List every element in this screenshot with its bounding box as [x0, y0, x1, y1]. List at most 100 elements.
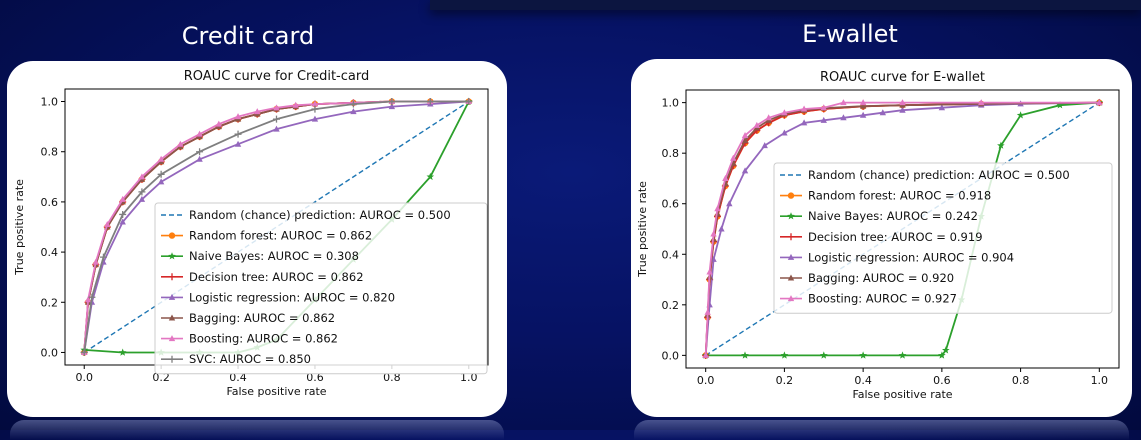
- legend-entry: Random forest: AUROC = 0.862: [161, 229, 372, 243]
- y-tick-label: 1.0: [662, 97, 680, 110]
- series-point: [118, 348, 127, 356]
- series-point: [938, 351, 946, 359]
- series-point: [196, 148, 204, 156]
- legend-label: Bagging: AUROC = 0.862: [189, 311, 335, 325]
- series-point: [702, 351, 709, 358]
- series-point: [1016, 111, 1025, 119]
- legend-entry: SVC: AUROC = 0.850: [161, 352, 311, 366]
- series-point: [388, 98, 396, 106]
- legend-label: Boosting: AUROC = 0.927: [808, 292, 957, 306]
- series-point: [465, 98, 473, 106]
- x-tick-label: 0.0: [75, 371, 93, 384]
- series-point: [273, 104, 280, 111]
- series-point: [1096, 99, 1103, 106]
- y-axis-label: True positive rate: [13, 179, 26, 276]
- plot-frame: [685, 89, 1120, 369]
- series-point: [714, 205, 721, 212]
- legend-label: Logistic regression: AUROC = 0.820: [189, 290, 395, 304]
- series-logistic-regression: [81, 98, 472, 355]
- legend-box: [154, 202, 488, 375]
- series-point: [234, 140, 242, 147]
- series-point: [119, 210, 127, 218]
- chart-title: ROAUC curve for E-wallet: [820, 70, 985, 85]
- series-point: [311, 100, 319, 107]
- series-random: [83, 100, 470, 354]
- series-point: [104, 220, 111, 227]
- series-point: [157, 170, 165, 178]
- legend-label: Naive Bayes: AUROC = 0.308: [189, 249, 359, 263]
- x-axis-label: False positive rate: [852, 388, 952, 401]
- credit-roc-chart: ROAUC curve for Credit-card 0.0 0.2 0.4 0.6 0…: [13, 69, 489, 398]
- legend: Random (chance) prediction: AUROC = 0.50…: [154, 202, 488, 375]
- series-point: [820, 116, 827, 123]
- series-point: [820, 351, 828, 359]
- legend: Random (chance) prediction: AUROC = 0.50…: [773, 162, 1113, 314]
- series-point: [138, 173, 146, 180]
- y-tick-label: 0.4: [662, 248, 680, 261]
- legend-marker: [168, 293, 176, 300]
- series-point: [942, 346, 950, 354]
- legend-entry: Logistic regression: AUROC = 0.820: [161, 290, 395, 304]
- legend-marker: [168, 355, 176, 363]
- series-point: [273, 125, 280, 132]
- y-tick-label: 0.8: [41, 146, 59, 159]
- x-tick-label: 0.2: [776, 374, 794, 387]
- legend-label: Boosting: AUROC = 0.862: [189, 332, 338, 346]
- series-point: [938, 104, 946, 111]
- credit-chart-card: ROAUC curve for Credit-card 0.0 0.2 0.4 0.6 0…: [7, 61, 507, 417]
- series-line: [83, 100, 469, 353]
- series-point: [254, 108, 261, 115]
- legend-label: Logistic regression: AUROC = 0.904: [808, 250, 1014, 264]
- legend-label: Bagging: AUROC = 0.920: [808, 271, 954, 285]
- legend-marker: [787, 253, 795, 260]
- series-point: [84, 296, 92, 303]
- legend-entry: Naive Bayes: AUROC = 0.308: [161, 249, 359, 263]
- series-point: [753, 121, 761, 128]
- series-point: [765, 114, 772, 121]
- series-point: [859, 99, 867, 106]
- x-tick-label: 0.4: [854, 374, 872, 387]
- legend-label: Decision tree: AUROC = 0.862: [189, 270, 364, 284]
- series-point: [741, 131, 749, 138]
- legend-marker: [787, 192, 795, 199]
- series-point: [234, 130, 242, 138]
- legend-marker: [168, 232, 176, 239]
- series-point: [718, 225, 725, 232]
- legend-marker: [787, 212, 795, 220]
- series-point: [92, 258, 99, 265]
- y-tick-label: 0.2: [41, 296, 59, 309]
- series-point: [710, 230, 717, 237]
- series-point: [899, 99, 906, 106]
- legend-marker: [168, 252, 176, 260]
- series-point: [781, 129, 788, 136]
- series-point: [273, 115, 280, 123]
- series-point: [388, 103, 396, 110]
- x-axis-label: False positive rate: [226, 385, 326, 398]
- series-point: [840, 99, 847, 106]
- series-point: [88, 293, 96, 301]
- series-point: [726, 200, 733, 207]
- legend-label: SVC: AUROC = 0.850: [189, 352, 311, 366]
- series-point: [80, 348, 88, 356]
- series-point: [800, 119, 808, 126]
- series-point: [761, 142, 768, 149]
- series-point: [800, 105, 808, 112]
- legend-box: [773, 162, 1113, 314]
- series-line: [83, 100, 470, 354]
- x-tick-label: 0.6: [933, 374, 951, 387]
- y-tick-label: 0.0: [662, 349, 680, 362]
- series-point: [292, 101, 299, 108]
- series-point: [820, 104, 827, 111]
- legend-marker: [168, 273, 176, 281]
- series-point: [311, 105, 319, 113]
- series-point: [177, 140, 184, 147]
- y-tick-label: 1.0: [41, 96, 59, 109]
- series-point: [138, 188, 146, 196]
- series-point: [899, 106, 906, 113]
- legend-marker: [787, 274, 795, 281]
- legend-label: Decision tree: AUROC = 0.919: [808, 230, 983, 244]
- legend-marker: [168, 335, 176, 342]
- legend-label: Naive Bayes: AUROC = 0.242: [808, 209, 978, 223]
- series-point: [840, 114, 847, 121]
- series-point: [349, 100, 357, 108]
